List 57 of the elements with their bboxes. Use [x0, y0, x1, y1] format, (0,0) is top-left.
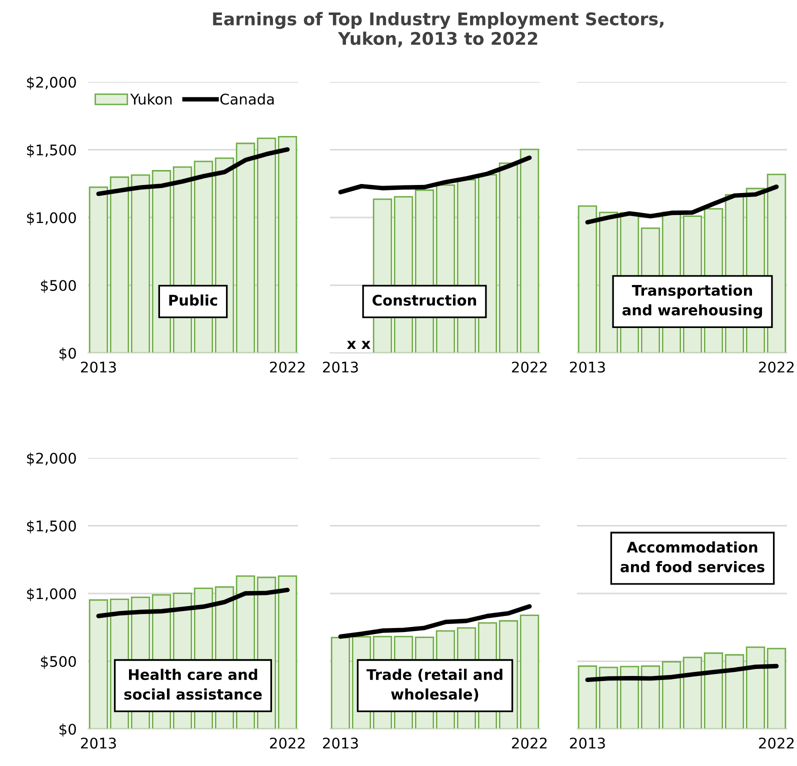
bar — [330, 636, 350, 729]
annotation: Accommodation and food services — [620, 541, 764, 572]
bar — [520, 148, 540, 353]
bar — [640, 665, 660, 729]
bar — [578, 205, 598, 353]
bar — [682, 656, 702, 729]
line-series — [96, 147, 290, 196]
bar — [578, 665, 598, 729]
y-tick-label: $2,000 — [27, 452, 76, 466]
bar — [520, 614, 540, 729]
annotation: Construction — [372, 294, 476, 306]
y-tick-label: $0 — [60, 723, 76, 737]
x-tick-label: 2022 — [512, 362, 547, 373]
bar — [88, 599, 108, 729]
x-tick-label: 2013 — [323, 738, 358, 749]
x-tick-label: 2013 — [81, 362, 116, 373]
x-tick-label: 2013 — [323, 362, 358, 373]
bar — [620, 666, 640, 729]
y-tick-label: $1,500 — [27, 144, 76, 158]
annotation: Transportation and warehousing — [622, 284, 762, 318]
bar — [278, 136, 298, 353]
bar — [256, 138, 276, 353]
line-series — [96, 588, 290, 618]
x-tick-label: 2022 — [759, 738, 794, 749]
bar — [704, 652, 724, 729]
y-tick-label: $500 — [40, 280, 76, 293]
bar — [766, 648, 786, 729]
y-tick-label: $500 — [40, 656, 76, 669]
bar — [662, 661, 682, 729]
bar — [88, 186, 108, 353]
x-tick-label: 2022 — [759, 362, 794, 373]
legend-label: Yukon — [130, 93, 172, 105]
legend-label: Canada — [220, 93, 274, 105]
bar — [110, 176, 130, 353]
bar — [498, 162, 518, 353]
bar — [278, 575, 298, 729]
x-tick-label: 2013 — [81, 738, 116, 749]
text: Earnings of Top Industry Employment Sectors, Yukon, 2013 to 2022 — [213, 12, 664, 48]
annotation: x x — [347, 340, 370, 349]
y-tick-label: $2,000 — [27, 76, 76, 90]
bar — [598, 666, 618, 729]
bar — [724, 654, 744, 729]
x-tick-label: 2022 — [512, 738, 547, 749]
annotation: Health care and social assistance — [124, 668, 262, 700]
bar — [746, 646, 766, 729]
y-tick-label: $1,000 — [27, 588, 76, 602]
x-tick-label: 2013 — [570, 738, 605, 749]
y-tick-label: $0 — [60, 347, 76, 361]
bar — [236, 142, 256, 353]
y-tick-label: $1,000 — [27, 212, 76, 226]
annotation: Trade (retail and wholesale) — [366, 668, 502, 702]
x-tick-label: 2013 — [570, 362, 605, 373]
x-tick-label: 2022 — [270, 362, 305, 373]
annotation: Public — [169, 294, 218, 306]
y-tick-label: $1,500 — [27, 520, 76, 534]
bar — [130, 174, 150, 353]
x-tick-label: 2022 — [270, 738, 305, 749]
